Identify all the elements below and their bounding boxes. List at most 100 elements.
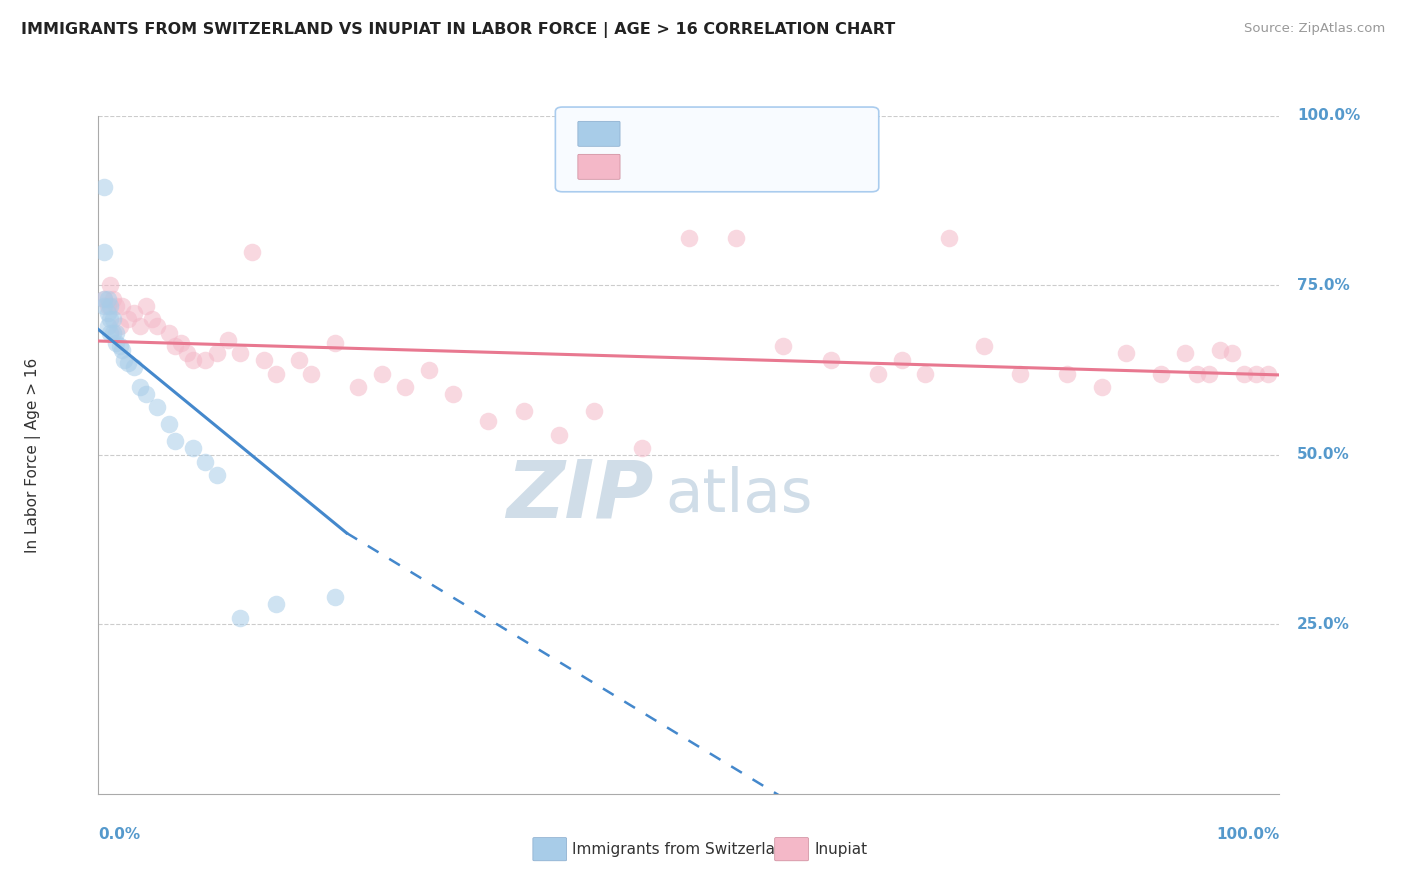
Point xyxy=(105,299,128,313)
Point xyxy=(181,353,204,368)
Point xyxy=(1244,367,1267,381)
Point xyxy=(105,326,128,340)
Point xyxy=(890,353,912,368)
Point xyxy=(1174,346,1197,360)
Point xyxy=(938,231,960,245)
Point xyxy=(217,333,239,347)
Point xyxy=(548,427,571,442)
Point xyxy=(288,353,311,368)
Point xyxy=(477,414,499,428)
Point xyxy=(93,180,115,194)
Point xyxy=(157,326,180,340)
Point xyxy=(112,353,135,368)
Point xyxy=(93,244,115,259)
Point xyxy=(678,231,700,245)
Point xyxy=(111,299,134,313)
Point xyxy=(1056,367,1078,381)
Point xyxy=(1198,367,1220,381)
Point xyxy=(347,380,370,394)
Point xyxy=(229,346,252,360)
Point xyxy=(101,292,124,306)
Point xyxy=(108,319,131,334)
Text: 75.0%: 75.0% xyxy=(1298,278,1350,293)
Text: Inupiat: Inupiat xyxy=(814,842,868,856)
Point xyxy=(98,326,121,340)
Point xyxy=(194,353,217,368)
Point xyxy=(1091,380,1114,394)
Point xyxy=(1115,346,1137,360)
Point xyxy=(973,339,995,353)
Text: 100.0%: 100.0% xyxy=(1216,827,1279,841)
Point xyxy=(323,336,346,351)
Point xyxy=(146,401,169,415)
Point xyxy=(165,434,187,449)
Text: atlas: atlas xyxy=(665,467,813,525)
Point xyxy=(323,591,346,605)
Point xyxy=(194,455,217,469)
Point xyxy=(512,404,534,418)
Point xyxy=(135,299,157,313)
Text: 25.0%: 25.0% xyxy=(1298,617,1350,632)
Point xyxy=(583,404,606,418)
Text: Source: ZipAtlas.com: Source: ZipAtlas.com xyxy=(1244,22,1385,36)
Point xyxy=(253,353,276,368)
Text: IMMIGRANTS FROM SWITZERLAND VS INUPIAT IN LABOR FORCE | AGE > 16 CORRELATION CHA: IMMIGRANTS FROM SWITZERLAND VS INUPIAT I… xyxy=(21,22,896,38)
Point xyxy=(170,336,193,351)
Point xyxy=(101,326,124,340)
Point xyxy=(117,312,139,326)
Point xyxy=(122,359,145,374)
Point xyxy=(135,387,157,401)
Point xyxy=(1220,346,1243,360)
Point xyxy=(122,305,145,319)
Text: R =  -0.181   N = 60: R = -0.181 N = 60 xyxy=(627,160,782,174)
Point xyxy=(93,292,115,306)
Point xyxy=(97,299,120,313)
Point xyxy=(1233,367,1256,381)
Point xyxy=(101,312,124,326)
Point xyxy=(117,356,139,370)
Text: In Labor Force | Age > 16: In Labor Force | Age > 16 xyxy=(25,358,41,552)
Point xyxy=(205,468,228,483)
Point xyxy=(1008,367,1031,381)
Text: 50.0%: 50.0% xyxy=(1298,448,1350,462)
Point xyxy=(630,441,652,455)
Point xyxy=(264,597,287,611)
Point xyxy=(157,417,180,432)
Point xyxy=(1185,367,1208,381)
Point xyxy=(1150,367,1173,381)
Point xyxy=(240,244,263,259)
Point xyxy=(181,441,204,455)
Point xyxy=(93,299,115,313)
Point xyxy=(128,319,150,334)
Point xyxy=(371,367,394,381)
Point xyxy=(725,231,748,245)
Point xyxy=(820,353,842,368)
Text: 100.0%: 100.0% xyxy=(1298,109,1361,123)
Point xyxy=(418,363,440,377)
Point xyxy=(205,346,228,360)
Point xyxy=(229,610,252,624)
Point xyxy=(98,278,121,293)
Point xyxy=(98,312,121,326)
Point xyxy=(165,339,187,353)
Point xyxy=(97,292,120,306)
Point xyxy=(394,380,416,394)
Point xyxy=(866,367,889,381)
Point xyxy=(146,319,169,334)
Point xyxy=(105,336,128,351)
Point xyxy=(108,339,131,353)
Text: 0.0%: 0.0% xyxy=(98,827,141,841)
Point xyxy=(1209,343,1232,357)
Point xyxy=(111,343,134,357)
Point xyxy=(93,292,115,306)
Point xyxy=(914,367,936,381)
Text: Immigrants from Switzerland: Immigrants from Switzerland xyxy=(572,842,794,856)
Point xyxy=(141,312,163,326)
Point xyxy=(299,367,322,381)
Point xyxy=(772,339,794,353)
Point xyxy=(176,346,198,360)
Point xyxy=(128,380,150,394)
Point xyxy=(98,299,121,313)
Point xyxy=(97,319,120,334)
Point xyxy=(1257,367,1279,381)
